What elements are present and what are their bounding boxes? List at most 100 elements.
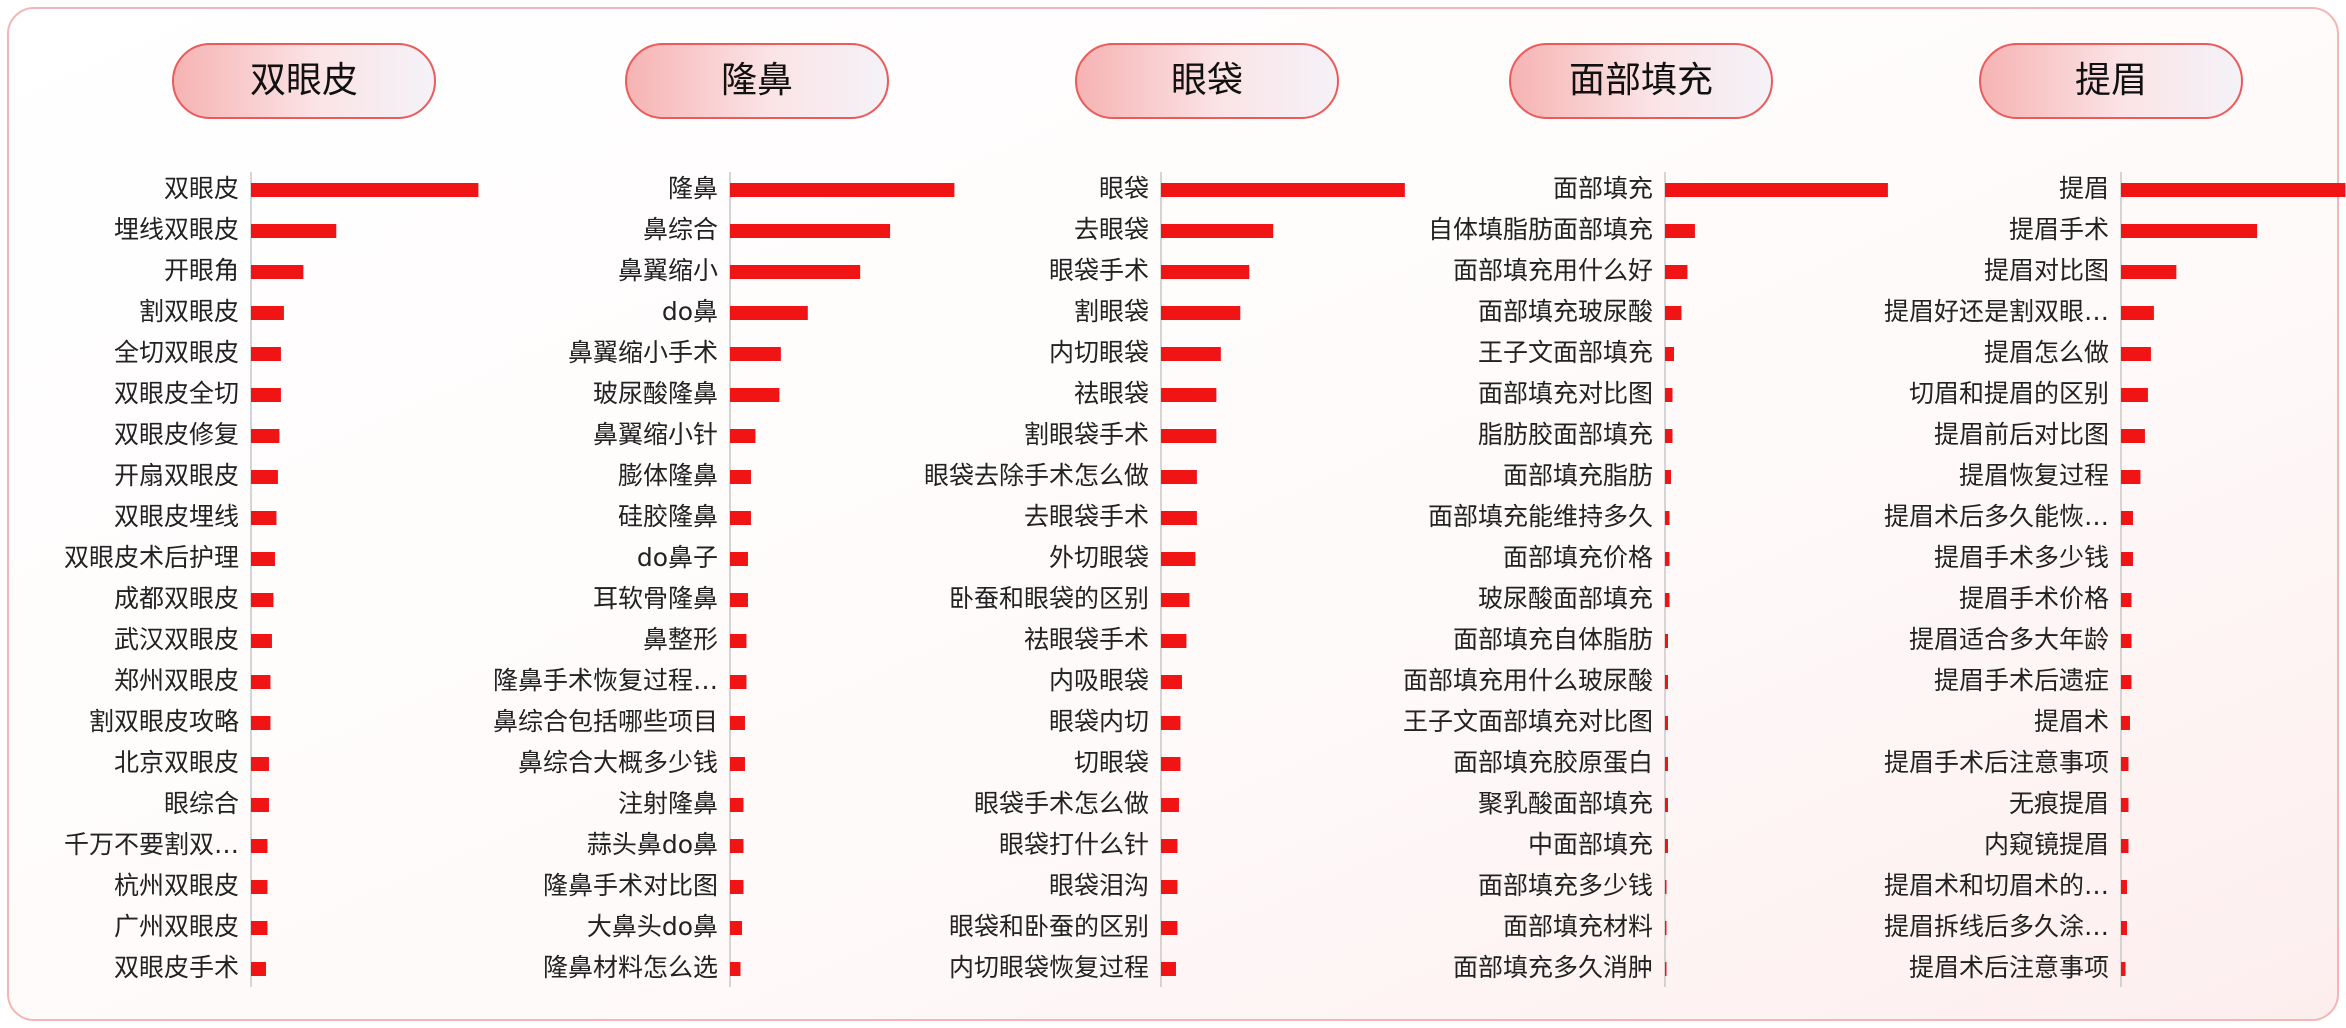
chart-title: 面部填充 — [1569, 60, 1713, 101]
bar — [2121, 962, 2126, 976]
bar — [1665, 921, 1667, 935]
category-label: 面部填充价格 — [1503, 543, 1653, 572]
bar — [2121, 429, 2145, 443]
category-label: 提眉手术后遗症 — [1934, 666, 2109, 695]
category-label: do鼻子 — [637, 543, 718, 572]
category-label: 提眉前后对比图 — [1934, 420, 2109, 449]
bar — [1161, 757, 1181, 771]
category-label: 切眼袋 — [1074, 748, 1149, 777]
category-label: 面部填充多少钱 — [1478, 871, 1653, 900]
bar — [1665, 183, 1888, 197]
bar — [1161, 880, 1178, 894]
category-label: 眼综合 — [164, 789, 239, 818]
bar — [1161, 675, 1182, 689]
category-label: 提眉术和切眉术的… — [1884, 871, 2109, 900]
category-label: 隆鼻手术恢复过程… — [493, 666, 718, 695]
category-label: 王子文面部填充对比图 — [1403, 707, 1653, 736]
bar — [2121, 470, 2141, 484]
category-label: 去眼袋 — [1074, 215, 1149, 244]
category-label: 双眼皮术后护理 — [64, 543, 239, 572]
category-label: 隆鼻手术对比图 — [543, 871, 718, 900]
category-label: 面部填充能维持多久 — [1428, 502, 1653, 531]
category-label: 鼻综合大概多少钱 — [518, 748, 718, 777]
bar — [730, 224, 891, 238]
category-label: 提眉手术价格 — [1959, 584, 2109, 613]
category-label: 鼻整形 — [643, 625, 718, 654]
bar — [1665, 880, 1667, 894]
category-label: 内吸眼袋 — [1049, 666, 1149, 695]
bar — [1665, 224, 1695, 238]
category-label: 硅胶隆鼻 — [618, 502, 718, 531]
bar — [251, 716, 271, 730]
category-label: 隆鼻材料怎么选 — [543, 953, 718, 982]
category-label: 无痕提眉 — [2009, 789, 2109, 818]
category-label: 提眉对比图 — [1984, 256, 2109, 285]
bar — [2121, 306, 2154, 320]
category-label: 面部填充用什么好 — [1453, 256, 1653, 285]
chart-title: 双眼皮 — [250, 60, 358, 101]
bar — [730, 962, 741, 976]
bar — [1665, 306, 1682, 320]
category-label: 提眉 — [2059, 174, 2109, 203]
category-label: 割双眼皮攻略 — [89, 707, 239, 736]
bar — [2121, 798, 2129, 812]
bar — [1665, 347, 1674, 361]
bar — [1161, 634, 1187, 648]
category-label: 眼袋去除手术怎么做 — [924, 461, 1149, 490]
bar — [1161, 429, 1217, 443]
bar — [1161, 921, 1178, 935]
category-label: 面部填充材料 — [1503, 912, 1653, 941]
category-label: 提眉术后注意事项 — [1909, 953, 2109, 982]
bar — [730, 921, 742, 935]
category-label: 埋线双眼皮 — [114, 215, 239, 244]
bar — [1665, 593, 1670, 607]
category-label: 千万不要割双… — [64, 830, 239, 859]
bar — [1665, 511, 1670, 525]
bar — [251, 224, 337, 238]
category-label: 内切眼袋 — [1049, 338, 1149, 367]
category-label: 去眼袋手术 — [1024, 502, 1149, 531]
bar — [1665, 716, 1668, 730]
bar — [1665, 962, 1667, 976]
category-label: do鼻 — [662, 297, 718, 326]
bar — [730, 675, 747, 689]
bar — [2121, 265, 2177, 279]
bar — [2121, 511, 2133, 525]
bar — [1665, 634, 1668, 648]
category-label: 割眼袋手术 — [1024, 420, 1149, 449]
bar — [2121, 716, 2130, 730]
bar — [1665, 388, 1673, 402]
title-pill — [1979, 43, 2243, 119]
bar — [251, 470, 278, 484]
bar — [730, 347, 781, 361]
category-label: 耳软骨隆鼻 — [593, 584, 718, 613]
category-label: 双眼皮修复 — [114, 420, 239, 449]
category-label: 面部填充多久消肿 — [1453, 953, 1653, 982]
bar — [1161, 552, 1196, 566]
category-label: 祛眼袋 — [1074, 379, 1149, 408]
category-label: 面部填充自体脂肪 — [1453, 625, 1653, 654]
bar — [1161, 470, 1197, 484]
category-label: 内切眼袋恢复过程 — [949, 953, 1149, 982]
bar — [2121, 347, 2151, 361]
category-label: 提眉好还是割双眼… — [1884, 297, 2109, 326]
category-label: 自体填脂肪面部填充 — [1428, 215, 1653, 244]
category-label: 北京双眼皮 — [114, 748, 239, 777]
category-label: 开眼角 — [164, 256, 239, 285]
category-label: 眼袋手术怎么做 — [974, 789, 1149, 818]
bar — [2121, 552, 2133, 566]
category-label: 提眉手术后注意事项 — [1884, 748, 2109, 777]
bar — [2121, 921, 2127, 935]
title-pill — [625, 43, 889, 119]
category-label: 面部填充用什么玻尿酸 — [1403, 666, 1653, 695]
category-label: 双眼皮手术 — [114, 953, 239, 982]
category-label: 脂肪胶面部填充 — [1478, 420, 1653, 449]
category-label: 面部填充对比图 — [1478, 379, 1653, 408]
bar — [1161, 347, 1221, 361]
bar — [2121, 757, 2129, 771]
bar — [730, 593, 748, 607]
bar — [730, 306, 808, 320]
category-label: 眼袋内切 — [1049, 707, 1149, 736]
category-label: 武汉双眼皮 — [114, 625, 239, 654]
category-label: 割双眼皮 — [139, 297, 239, 326]
